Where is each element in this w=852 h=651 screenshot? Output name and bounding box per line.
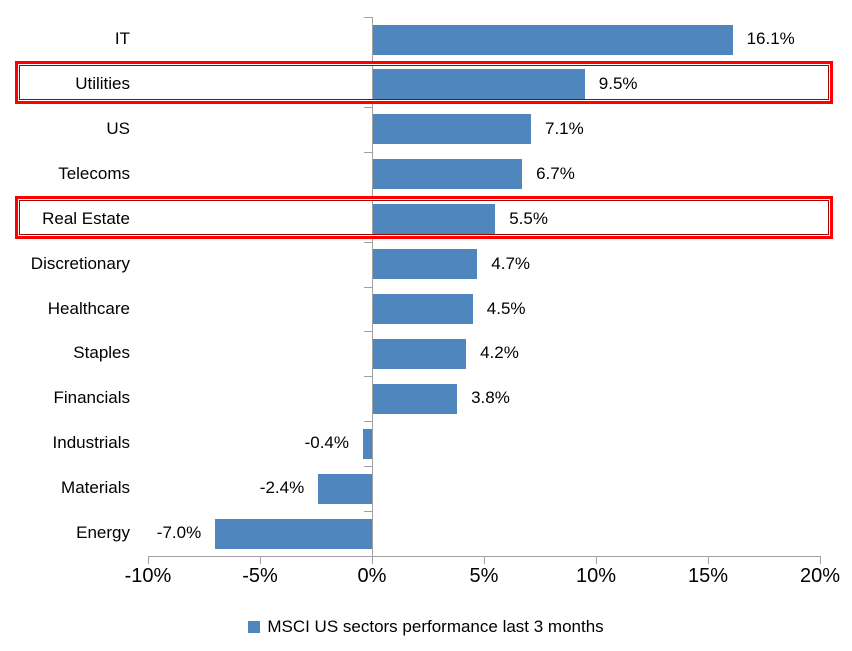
- x-axis-tick: [596, 556, 597, 564]
- x-axis-tick: [820, 556, 821, 564]
- bar: [363, 428, 372, 459]
- bar: [372, 338, 467, 369]
- category-axis-tick: [364, 241, 372, 243]
- category-axis-tick: [364, 511, 372, 513]
- highlight-box: [15, 195, 833, 239]
- value-label: 4.5%: [486, 298, 526, 318]
- bar: [372, 249, 478, 279]
- x-axis-tick-label: 5%: [469, 565, 499, 587]
- category-label: Materials: [61, 478, 130, 498]
- bar: [372, 204, 496, 235]
- category-axis-tick: [364, 421, 372, 423]
- category-label: Industrials: [52, 433, 130, 453]
- bar: [372, 383, 458, 414]
- category-label: IT: [114, 29, 130, 48]
- x-axis-tick-label: 15%: [687, 565, 729, 587]
- value-label: 4.7%: [491, 253, 531, 273]
- category-axis-tick: [364, 151, 372, 153]
- category-axis-tick: [364, 286, 372, 288]
- category-axis-tick: [364, 331, 372, 333]
- x-axis-tick-label: 20%: [799, 565, 841, 587]
- value-label: 9.5%: [598, 73, 638, 93]
- category-axis-tick: [364, 466, 372, 468]
- value-label: 16.1%: [746, 29, 795, 48]
- category-label: Financials: [53, 388, 130, 408]
- value-label: 7.1%: [545, 118, 584, 138]
- value-label: -2.4%: [259, 478, 305, 498]
- bar: [215, 518, 372, 549]
- value-label: 4.2%: [480, 343, 519, 363]
- bar: [318, 473, 372, 504]
- legend: MSCI US sectors performance last 3 month…: [0, 616, 852, 638]
- bar: [372, 159, 523, 190]
- category-axis-tick: [364, 17, 372, 18]
- value-label: -7.0%: [156, 523, 202, 543]
- x-axis-tick-label: 10%: [575, 565, 617, 587]
- bar: [372, 114, 531, 145]
- category-label: US: [106, 118, 130, 138]
- highlight-box: [15, 60, 833, 104]
- category-label: Telecoms: [58, 163, 130, 183]
- bar: [372, 294, 473, 324]
- category-axis-tick: [364, 376, 372, 378]
- x-axis-tick: [148, 556, 149, 564]
- category-axis-tick: [364, 556, 372, 557]
- y-axis-line: [372, 17, 373, 556]
- value-label: 5.5%: [509, 208, 548, 228]
- x-axis-tick-label: -5%: [242, 565, 278, 587]
- x-axis-tick: [484, 556, 485, 564]
- category-label: Staples: [73, 343, 130, 363]
- category-label: Utilities: [75, 73, 130, 93]
- value-label: -0.4%: [304, 433, 349, 453]
- category-label: Real Estate: [42, 208, 130, 228]
- x-axis-tick-label: -10%: [124, 565, 172, 587]
- x-axis-tick: [372, 556, 373, 564]
- legend-label: MSCI US sectors performance last 3 month…: [267, 617, 604, 636]
- category-label: Discretionary: [30, 253, 130, 273]
- category-label: Healthcare: [47, 298, 130, 318]
- category-axis-tick: [364, 106, 372, 108]
- value-label: 6.7%: [536, 163, 575, 183]
- bar: [372, 69, 585, 100]
- bar: [372, 24, 733, 55]
- x-axis-tick-label: 0%: [357, 565, 387, 587]
- value-label: 3.8%: [471, 388, 510, 408]
- legend-swatch-icon: [248, 621, 261, 633]
- category-label: Energy: [76, 523, 130, 543]
- x-axis-tick: [708, 556, 709, 564]
- x-axis-tick: [260, 556, 261, 564]
